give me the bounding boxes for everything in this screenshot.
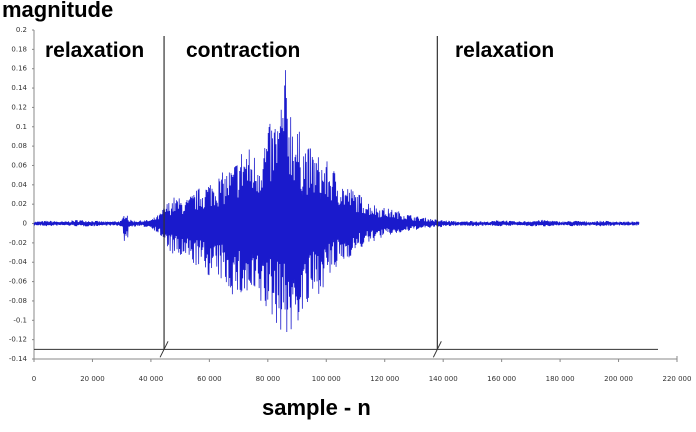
region-label: contraction (186, 39, 300, 62)
y-tick-label: 0.14 (11, 84, 27, 92)
y-tick-label: 0 (23, 220, 27, 228)
y-tick-label: 0.04 (11, 181, 27, 189)
y-tick-label: 0.1 (16, 123, 27, 131)
y-tick-label: -0.12 (9, 336, 27, 344)
y-axis-label: magnitude (2, 0, 114, 22)
x-tick-label: 0 (32, 375, 36, 383)
x-tick-label: 120 000 (370, 375, 399, 383)
y-tick-label: 0.06 (11, 161, 27, 169)
x-tick-label: 160 000 (487, 375, 516, 383)
x-tick-label: 20 000 (80, 375, 105, 383)
break-mark (432, 341, 442, 358)
y-tick-label: -0.04 (9, 258, 28, 266)
y-tick-label: -0.08 (9, 297, 27, 305)
y-tick-label: 0.02 (11, 200, 27, 208)
x-tick-label: 80 000 (256, 375, 281, 383)
y-tick-label: -0.02 (9, 239, 27, 247)
x-tick-label: 180 000 (546, 375, 575, 383)
signal-line (33, 70, 640, 332)
region-label: relaxation (45, 39, 144, 62)
break-mark (159, 341, 169, 358)
y-tick-label: 0.12 (11, 103, 27, 111)
x-tick-label: 60 000 (197, 375, 222, 383)
x-tick-label: 40 000 (139, 375, 164, 383)
y-tick-label: 0.08 (11, 142, 27, 150)
y-tick-label: -0.1 (13, 316, 27, 324)
x-tick-label: 100 000 (312, 375, 341, 383)
y-tick-label: 0.2 (16, 26, 27, 34)
y-tick-label: 0.18 (11, 45, 27, 53)
y-tick-label: -0.14 (9, 355, 28, 363)
x-tick-label: 140 000 (429, 375, 458, 383)
y-tick-label: -0.06 (9, 278, 28, 286)
x-axis-label: sample - n (262, 395, 371, 420)
x-tick-label: 200 000 (604, 375, 633, 383)
x-tick-label: 220 000 (663, 375, 692, 383)
region-label: relaxation (455, 39, 554, 62)
y-tick-label: 0.16 (11, 65, 27, 73)
